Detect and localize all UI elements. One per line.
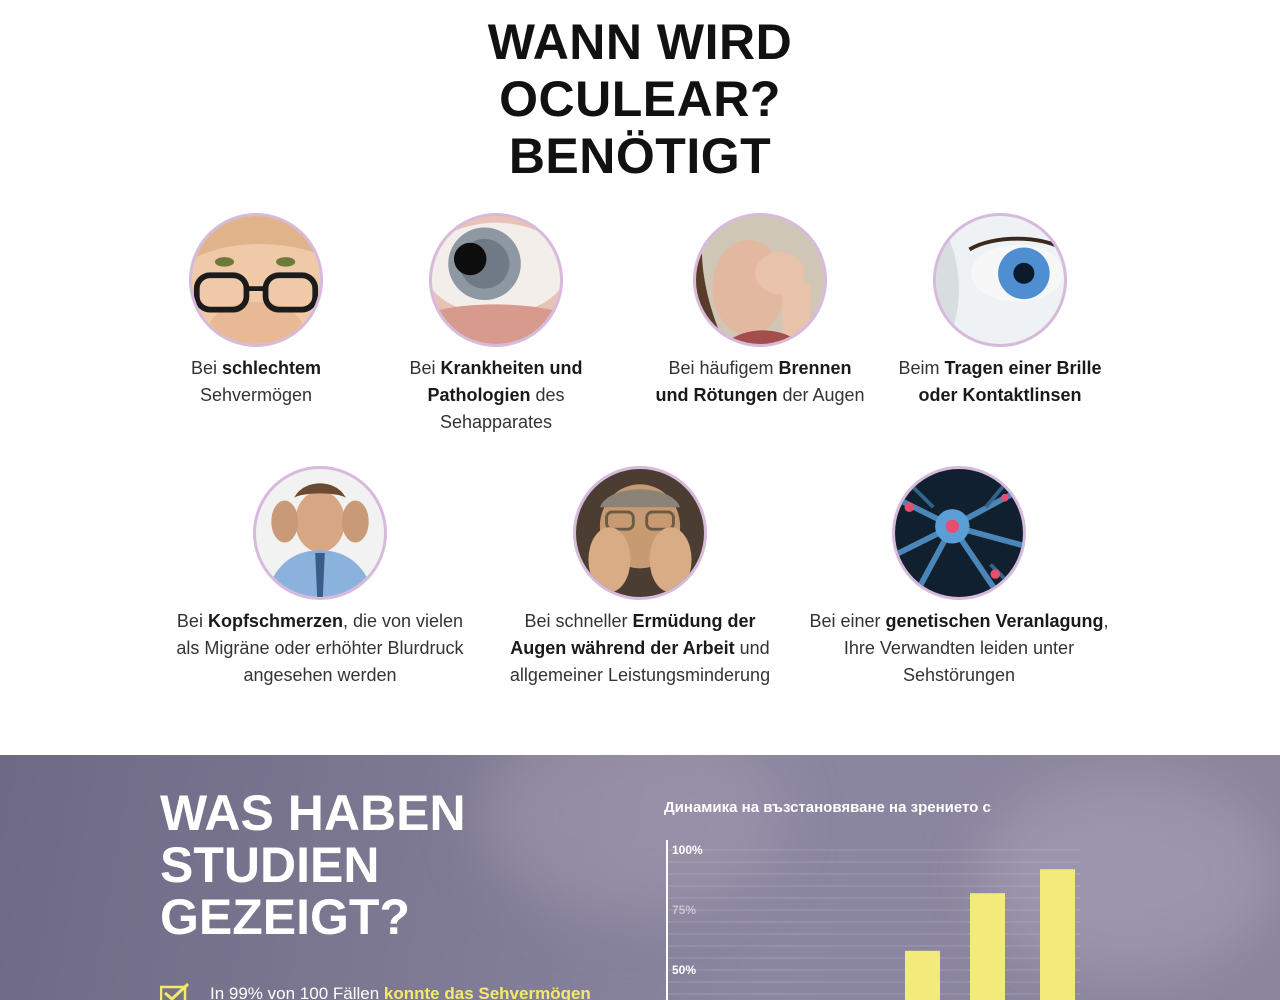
studies-title-line-1: WAS HABEN — [160, 785, 466, 841]
eye-closeup-image — [429, 213, 563, 347]
background-blur — [480, 755, 780, 915]
woman-rubbing-eye-image — [693, 213, 827, 347]
chart-bar — [970, 893, 1005, 1000]
need-caption: Bei Kopfschmerzen, die von vielen als Mi… — [176, 611, 464, 685]
need-caption: Bei häufigem Brennen und Rötungen der Au… — [655, 358, 865, 405]
checkmark-icon — [160, 983, 190, 1000]
need-caption: Bei schneller Ermüdung der Augen während… — [509, 611, 771, 685]
chart-bar — [1040, 869, 1075, 1000]
title-line-1: WANN WIRD — [487, 14, 793, 70]
need-item-eye-fatigue: Bei schneller Ermüdung der Augen während… — [504, 466, 776, 689]
need-caption: Bei Krankheiten und Pathologien des Seha… — [409, 358, 583, 432]
need-item-poor-vision: Bei schlechtem Sehvermögen — [150, 213, 362, 409]
need-item-eye-diseases: Bei Krankheiten und Pathologien des Seha… — [388, 213, 604, 436]
woman-glasses-image — [189, 213, 323, 347]
man-headache-image — [253, 466, 387, 600]
need-caption: Bei schlechtem Sehvermögen — [190, 358, 322, 405]
chart-bar — [905, 950, 940, 1000]
neuron-cells-image — [892, 466, 1026, 600]
y-tick-label: 100% — [672, 843, 703, 857]
title-line-2: OCULEAR? — [499, 71, 781, 127]
studies-title-line-3: GEZEIGT? — [160, 889, 410, 945]
tired-man-image — [573, 466, 707, 600]
study-finding: In 99% von 100 Fällen konnte das Sehverm… — [210, 984, 591, 1000]
need-item-genetics: Bei einer genetischen Veranlagung, Ihre … — [796, 466, 1122, 689]
studies-title-line-2: STUDIEN — [160, 837, 380, 893]
y-tick-label: 75% — [672, 903, 696, 917]
finding-text: In 99% von 100 Fällen — [210, 984, 384, 1000]
recovery-chart: Динамика на възстановяване на зрението с… — [660, 795, 1080, 1000]
background-blur — [980, 775, 1280, 975]
chart-title: Динамика на възстановяване на зрението с — [664, 799, 991, 816]
chart-plot: 100% 75% 50% — [666, 840, 1080, 1000]
need-caption: Bei einer genetischen Veranlagung, Ihre … — [809, 611, 1109, 685]
studies-section: WAS HABEN STUDIEN GEZEIGT? In 99% von 10… — [0, 755, 1280, 1000]
y-tick-label: 50% — [672, 963, 696, 977]
title-line-3: BENÖTIGT — [508, 128, 772, 184]
blue-eye-image — [933, 213, 1067, 347]
need-item-burning-redness: Bei häufigem Brennen und Rötungen der Au… — [652, 213, 868, 409]
need-item-headaches: Bei Kopfschmerzen, die von vielen als Mi… — [176, 466, 464, 689]
finding-highlight: konnte das Sehvermögen — [383, 984, 591, 1000]
need-caption: Beim Tragen einer Brille oder Kontaktlin… — [898, 358, 1102, 405]
studies-title: WAS HABEN STUDIEN GEZEIGT? — [160, 787, 466, 943]
need-item-glasses-lenses: Beim Tragen einer Brille oder Kontaktlin… — [888, 213, 1112, 409]
needs-section: WANN WIRD OCULEAR? BENÖTIGT Bei schlecht… — [0, 14, 1280, 689]
section-title: WANN WIRD OCULEAR? BENÖTIGT — [0, 14, 1280, 185]
